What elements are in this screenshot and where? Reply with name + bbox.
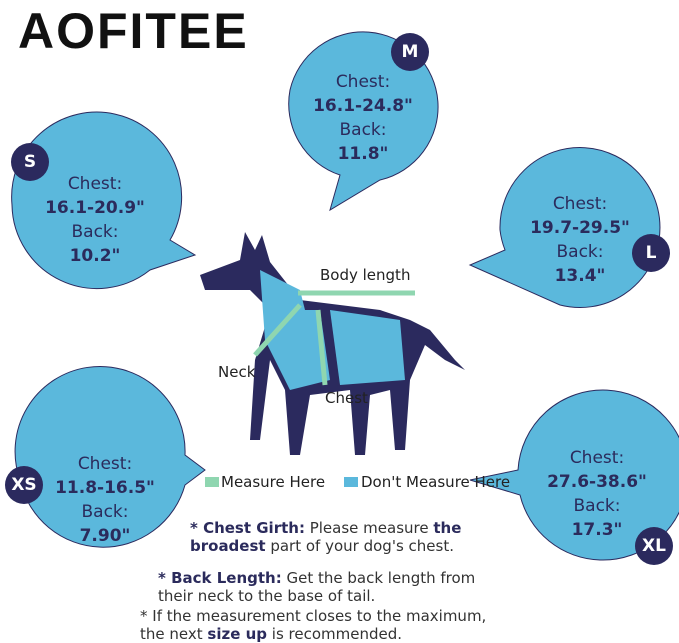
chest-label: Chest: <box>77 454 133 474</box>
bubble-xl <box>469 389 679 561</box>
legend-dont-swatch <box>344 477 358 487</box>
neck-label: Neck <box>218 363 256 381</box>
bubble-m <box>288 31 439 212</box>
bubble-s <box>11 111 197 289</box>
size-bubble-m: Chest: 16.1-24.8" Back: 11.8" <box>288 70 438 166</box>
back-label: Back: <box>81 502 129 522</box>
size-badge-xl: XL <box>635 527 673 565</box>
chest-label: Chest: <box>552 194 608 214</box>
legend-dont-measure: Don't Measure Here <box>361 473 511 491</box>
bubble-xs <box>14 366 206 548</box>
chest-value: 27.6-38.6" <box>547 472 647 492</box>
chest-value: 11.8-16.5" <box>55 478 155 498</box>
size-bubble-l: Chest: 19.7-29.5" Back: 13.4" <box>505 192 655 288</box>
back-label: Back: <box>573 496 621 516</box>
size-badge-l: L <box>632 234 670 272</box>
size-bubble-xs: Chest: 11.8-16.5" Back: 7.90" <box>30 452 180 548</box>
chest-value: 16.1-24.8" <box>313 96 413 116</box>
brand-logo: AOFITEE <box>18 3 249 59</box>
back-label: Back: <box>71 222 119 242</box>
bubble-l <box>468 147 661 309</box>
back-value: 13.4" <box>554 266 606 286</box>
chest-girth-note: * Chest Girth: Please measure the broade… <box>190 519 462 555</box>
chest-label: Chest <box>325 389 368 407</box>
chest-label: Chest: <box>335 72 391 92</box>
back-value: 11.8" <box>337 144 389 164</box>
size-bubble-s: Chest: 16.1-20.9" Back: 10.2" <box>20 172 170 268</box>
size-badge-s: S <box>11 143 49 181</box>
back-value: 17.3" <box>571 520 623 540</box>
back-label: Back: <box>556 242 604 262</box>
back-label: Back: <box>339 120 387 140</box>
chest-label: Chest: <box>569 448 625 468</box>
size-badge-m: M <box>391 33 429 71</box>
size-up-note: * If the measurement closes to the maxim… <box>140 607 487 643</box>
back-value: 10.2" <box>69 246 121 266</box>
dog-figure <box>200 232 465 455</box>
chest-label: Chest: <box>67 174 123 194</box>
back-value: 7.90" <box>79 526 131 546</box>
chest-value: 16.1-20.9" <box>45 198 145 218</box>
legend-measure: Measure Here <box>221 473 326 491</box>
body-length-label: Body length <box>320 266 411 284</box>
legend-measure-swatch <box>205 477 219 487</box>
size-bubble-xl: Chest: 27.6-38.6" Back: 17.3" <box>522 446 672 542</box>
back-length-note: * Back Length: Get the back length from … <box>158 569 476 605</box>
chest-value: 19.7-29.5" <box>530 218 630 238</box>
size-badge-xs: XS <box>5 466 43 504</box>
